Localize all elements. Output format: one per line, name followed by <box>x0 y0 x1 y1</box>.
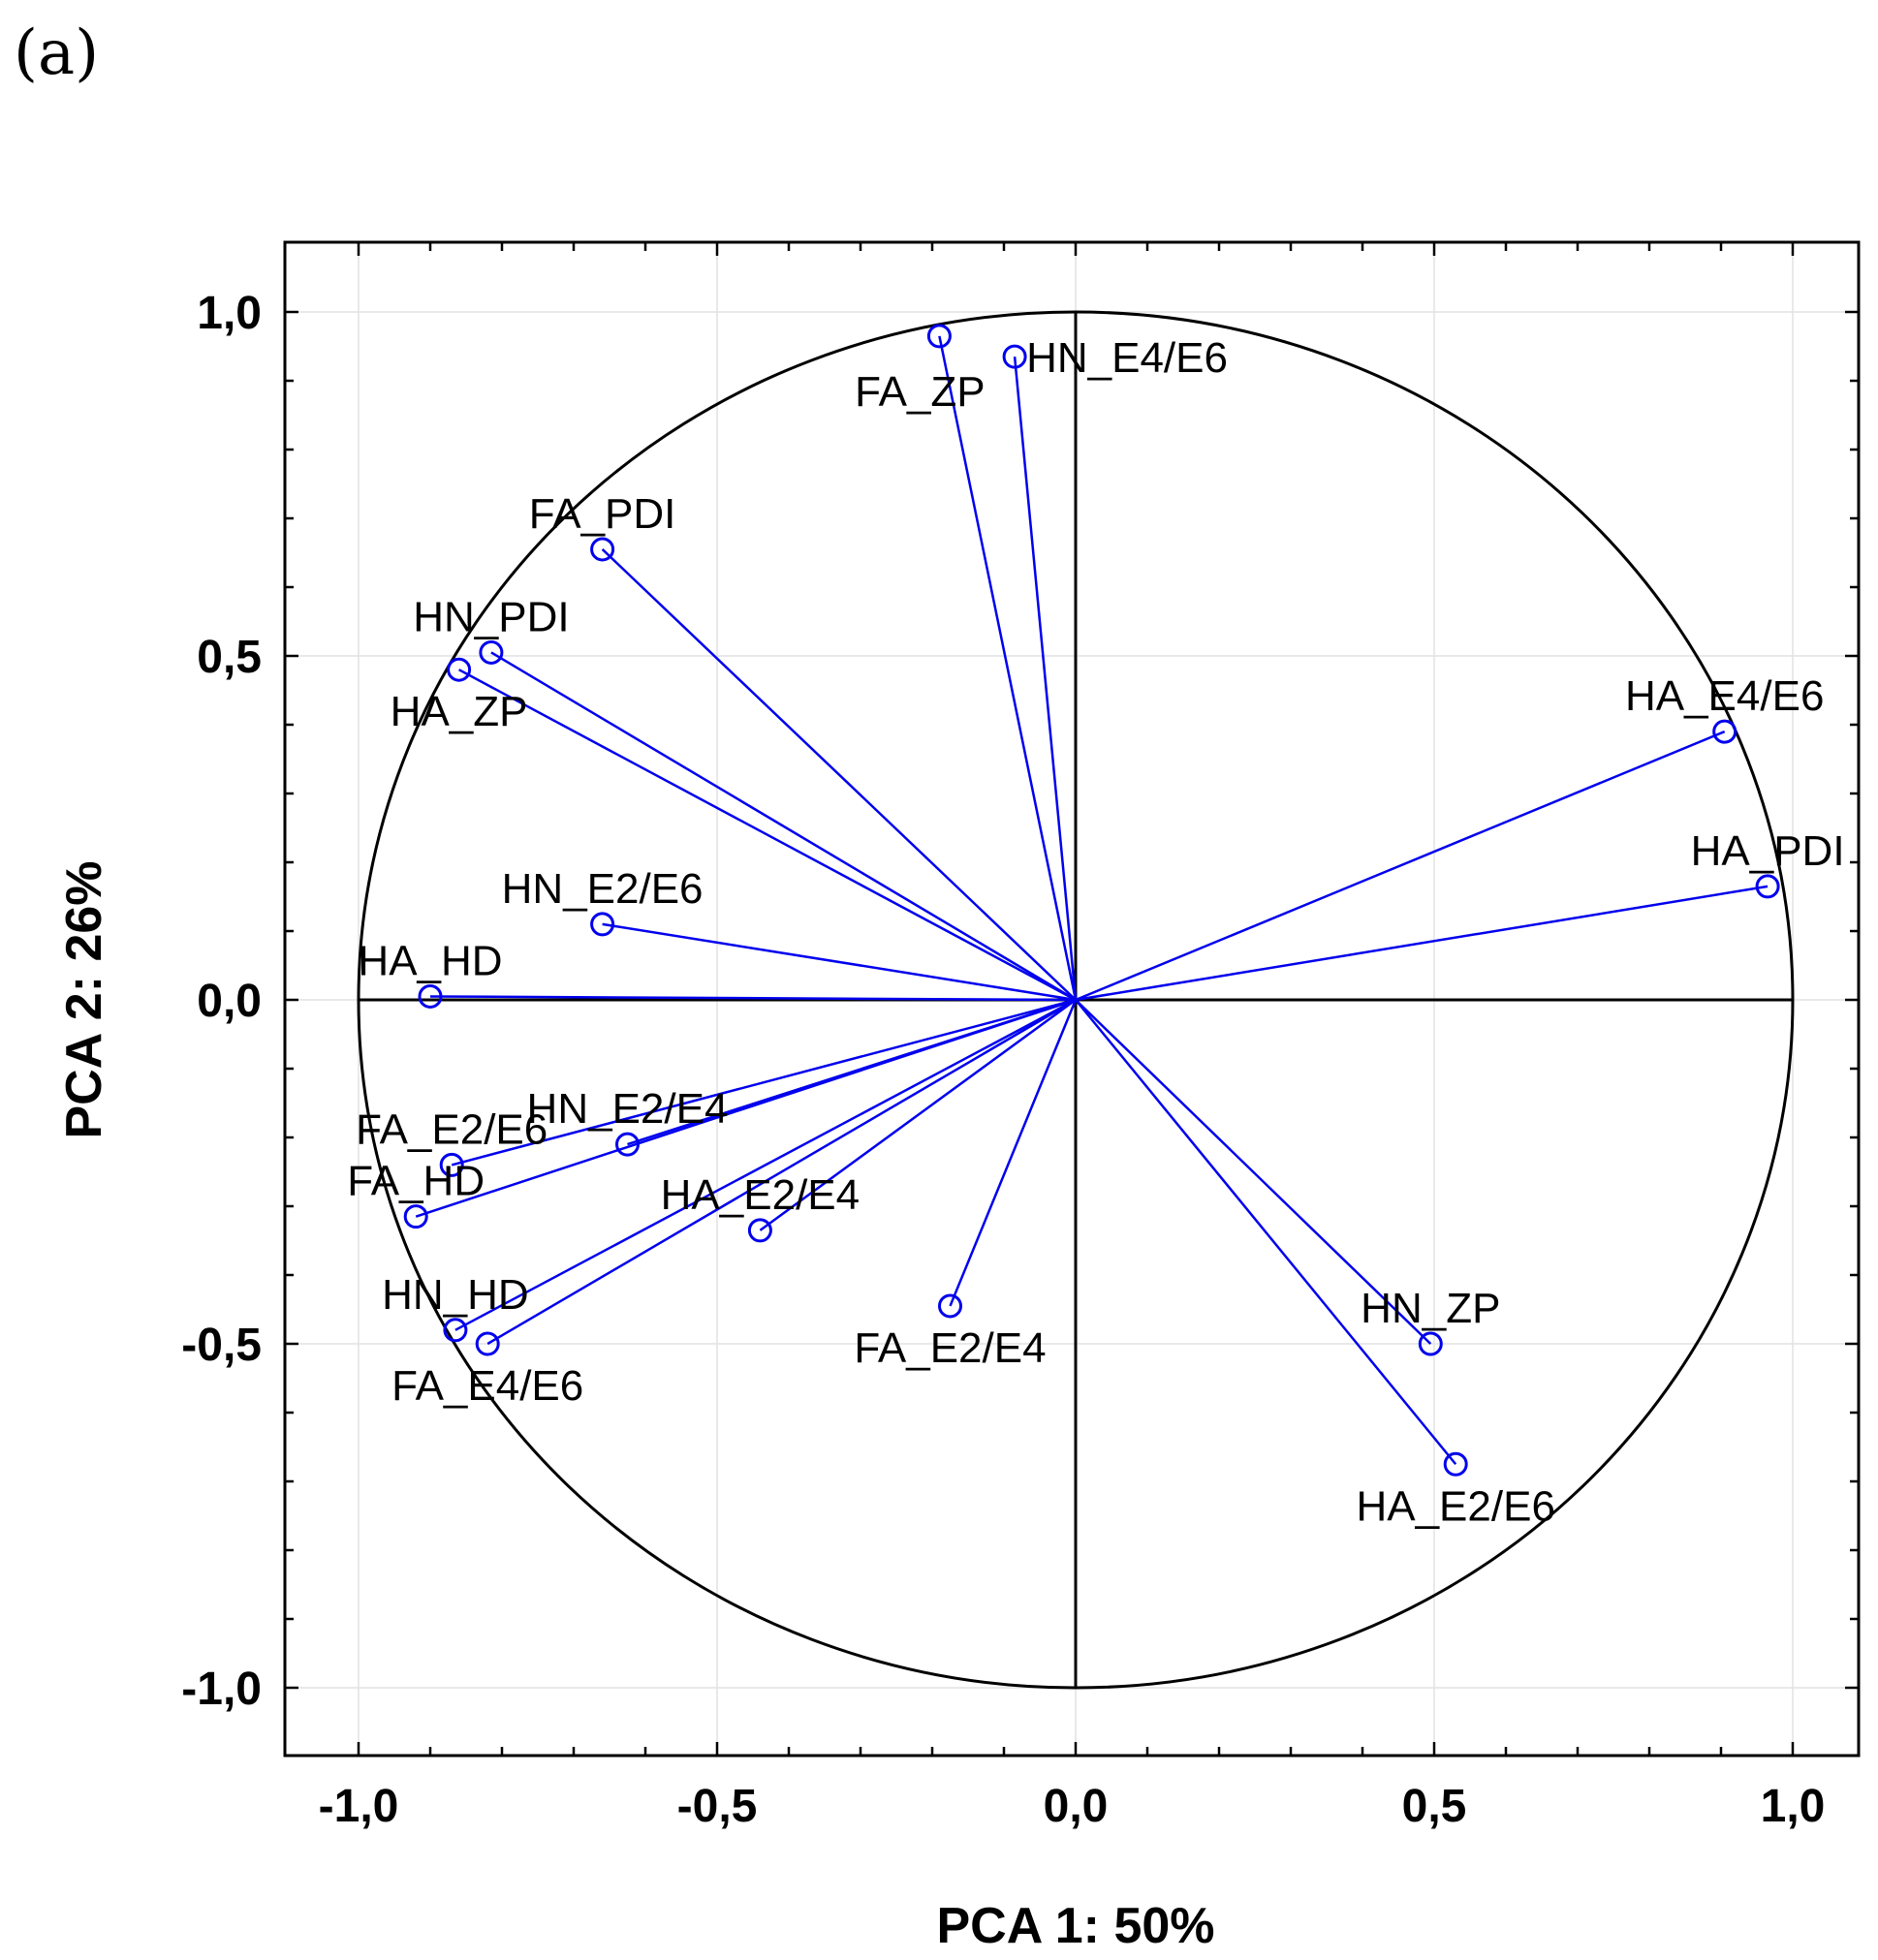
y-tick-label: 0,5 <box>197 632 262 683</box>
vector-line <box>602 922 1077 1002</box>
y-axis-title: PCA 2: 26% <box>56 860 112 1138</box>
vector-line <box>601 548 1077 1001</box>
vectors <box>403 324 1780 1477</box>
x-tick-label: 0,0 <box>1044 1781 1109 1832</box>
y-tick-label: 0,0 <box>197 976 262 1027</box>
ticks: -1,0 -0,5 0,0 0,5 1,0 -1,0 -0,5 0,0 0,5 1,0 <box>181 242 1859 1832</box>
vector-point <box>439 1152 464 1177</box>
variable-label: HN_E2/E4 <box>527 1085 729 1133</box>
vector-point <box>403 1204 428 1229</box>
x-tick-label: 1,0 <box>1761 1781 1826 1832</box>
x-tick-label: -0,5 <box>677 1781 758 1832</box>
vector-line <box>1075 730 1726 1002</box>
variable-label: FA_E2/E4 <box>854 1324 1046 1372</box>
variable-label: FA_E4/E6 <box>391 1362 583 1410</box>
vector-line <box>451 998 1077 1167</box>
variable-label: FA_ZP <box>855 368 986 416</box>
variable-label: FA_HD <box>347 1158 485 1205</box>
vector-line <box>1013 357 1078 1001</box>
vector-point <box>418 983 443 1009</box>
variable-label: HA_ZP <box>391 688 528 735</box>
vector-line <box>454 998 1077 1331</box>
vector-point <box>1418 1331 1443 1356</box>
variable-label: FA_PDI <box>529 490 676 538</box>
y-tick-label: -1,0 <box>181 1664 262 1715</box>
x-tick-label: -1,0 <box>319 1781 399 1832</box>
x-tick-label: 0,5 <box>1402 1781 1467 1832</box>
vector-line <box>1075 999 1457 1466</box>
vector-line <box>938 335 1078 1001</box>
vector-line <box>1075 885 1768 1002</box>
variable-label: HN_ZP <box>1361 1285 1500 1332</box>
x-axis-title: PCA 1: 50% <box>936 1898 1214 1954</box>
vector-line <box>415 998 1077 1218</box>
circle-layer <box>357 310 1795 1690</box>
panel-label: (a) <box>14 17 100 89</box>
vector-point <box>443 1318 468 1343</box>
variable-label: HA_HD <box>358 937 502 984</box>
unit-circle <box>357 310 1795 1690</box>
y-tick-label: 1,0 <box>197 288 262 339</box>
vector-point <box>938 1293 962 1319</box>
variable-label: HA_PDI <box>1691 827 1845 875</box>
vector-line <box>458 669 1077 1002</box>
y-tick-label: -0,5 <box>181 1320 262 1371</box>
variable-label: HN_E4/E6 <box>1026 334 1228 382</box>
vector-line <box>486 998 1077 1346</box>
vector-point <box>1712 719 1737 744</box>
variable-label: HA_E2/E4 <box>661 1171 860 1219</box>
variable-label: FA_E2/E6 <box>356 1105 548 1153</box>
vector-line <box>429 995 1077 1002</box>
variable-label: HN_PDI <box>413 593 569 640</box>
vector-point <box>590 537 615 562</box>
variable-label: HN_E2/E6 <box>502 865 704 913</box>
vector-line <box>759 998 1077 1231</box>
vector-point <box>1002 344 1027 369</box>
vector-point <box>590 912 615 937</box>
vector-line <box>949 999 1078 1307</box>
variable-label: HA_E4/E6 <box>1625 672 1824 720</box>
variable-label: HN_HD <box>382 1271 529 1319</box>
variable-labels: FA_ZP HN_E4/E6 FA_PDI HN_PDI HA_ZP HA_E4/E6 HA… <box>347 334 1844 1530</box>
vector-point <box>1755 874 1780 899</box>
vector-point <box>447 657 472 682</box>
vector-point <box>475 1331 500 1356</box>
vector-point <box>1443 1451 1468 1477</box>
variable-label: HA_E2/E6 <box>1356 1482 1554 1530</box>
vector-line <box>1075 999 1432 1345</box>
vector-point <box>926 324 952 349</box>
vector-point <box>479 639 504 665</box>
vector-line <box>490 651 1077 1002</box>
vector-point <box>747 1218 772 1243</box>
